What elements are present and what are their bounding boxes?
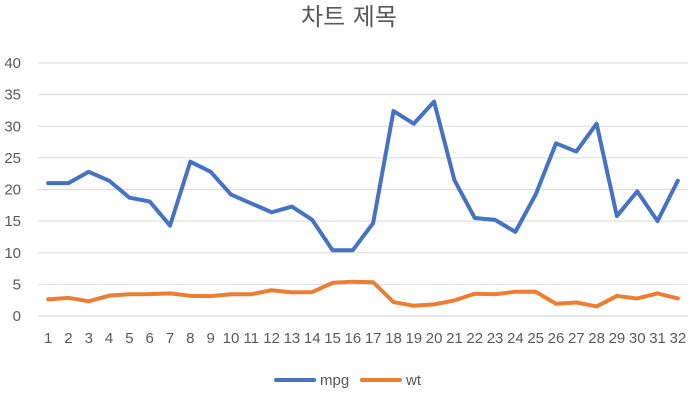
x-tick-label: 32 [670,330,687,347]
x-tick-label: 6 [146,330,154,347]
y-tick-label: 10 [4,245,21,262]
y-tick-label: 40 [4,55,21,72]
x-tick-label: 11 [243,330,259,347]
x-tick-label: 25 [527,330,544,347]
x-tick-label: 24 [507,330,524,347]
y-axis-ticks: 0 5 10 15 20 25 30 35 40 [4,55,21,325]
x-tick-label: 16 [345,330,362,347]
x-tick-label: 26 [548,330,565,347]
y-tick-label: 15 [4,213,21,230]
series-line-wt [46,279,680,309]
x-tick-label: 7 [166,330,174,347]
x-axis-ticks: 1 2 3 4 5 6 7 8 9 10 11 12 13 14 15 16 17 18 19 20 21 22 23 24 2… [44,330,686,347]
x-tick-label: 31 [649,330,666,347]
x-tick-label: 4 [105,330,113,347]
gridlines [38,62,688,317]
x-tick-label: 8 [186,330,194,347]
x-tick-label: 2 [64,330,72,347]
y-tick-label: 35 [4,87,21,104]
x-tick-label: 17 [365,330,382,347]
legend: mpg wt [274,372,422,389]
chart-title: 차트 제목 [301,3,397,31]
x-tick-label: 29 [609,330,626,347]
x-tick-label: 15 [324,330,341,347]
y-tick-label: 30 [4,118,21,135]
legend-label-wt: wt [405,372,422,389]
x-tick-label: 22 [466,330,483,347]
x-tick-label: 5 [125,330,133,347]
y-tick-label: 25 [4,150,21,167]
x-tick-label: 10 [223,330,240,347]
y-tick-label: 20 [4,182,21,199]
x-tick-label: 30 [629,330,646,347]
y-tick-label: 5 [13,276,21,293]
series-lines [46,99,680,309]
x-tick-label: 28 [588,330,605,347]
x-tick-label: 14 [304,330,321,347]
x-tick-label: 19 [405,330,422,347]
x-tick-label: 20 [426,330,443,347]
series-line-mpg [46,99,680,253]
legend-label-mpg: mpg [320,372,349,389]
x-tick-label: 13 [284,330,301,347]
x-tick-label: 9 [206,330,214,347]
x-tick-label: 1 [44,330,52,347]
x-tick-label: 12 [263,330,280,347]
x-tick-label: 21 [446,330,463,347]
x-tick-label: 27 [568,330,585,347]
x-tick-label: 23 [487,330,504,347]
x-tick-label: 3 [85,330,93,347]
y-tick-label: 0 [13,308,21,325]
x-tick-label: 18 [385,330,402,347]
